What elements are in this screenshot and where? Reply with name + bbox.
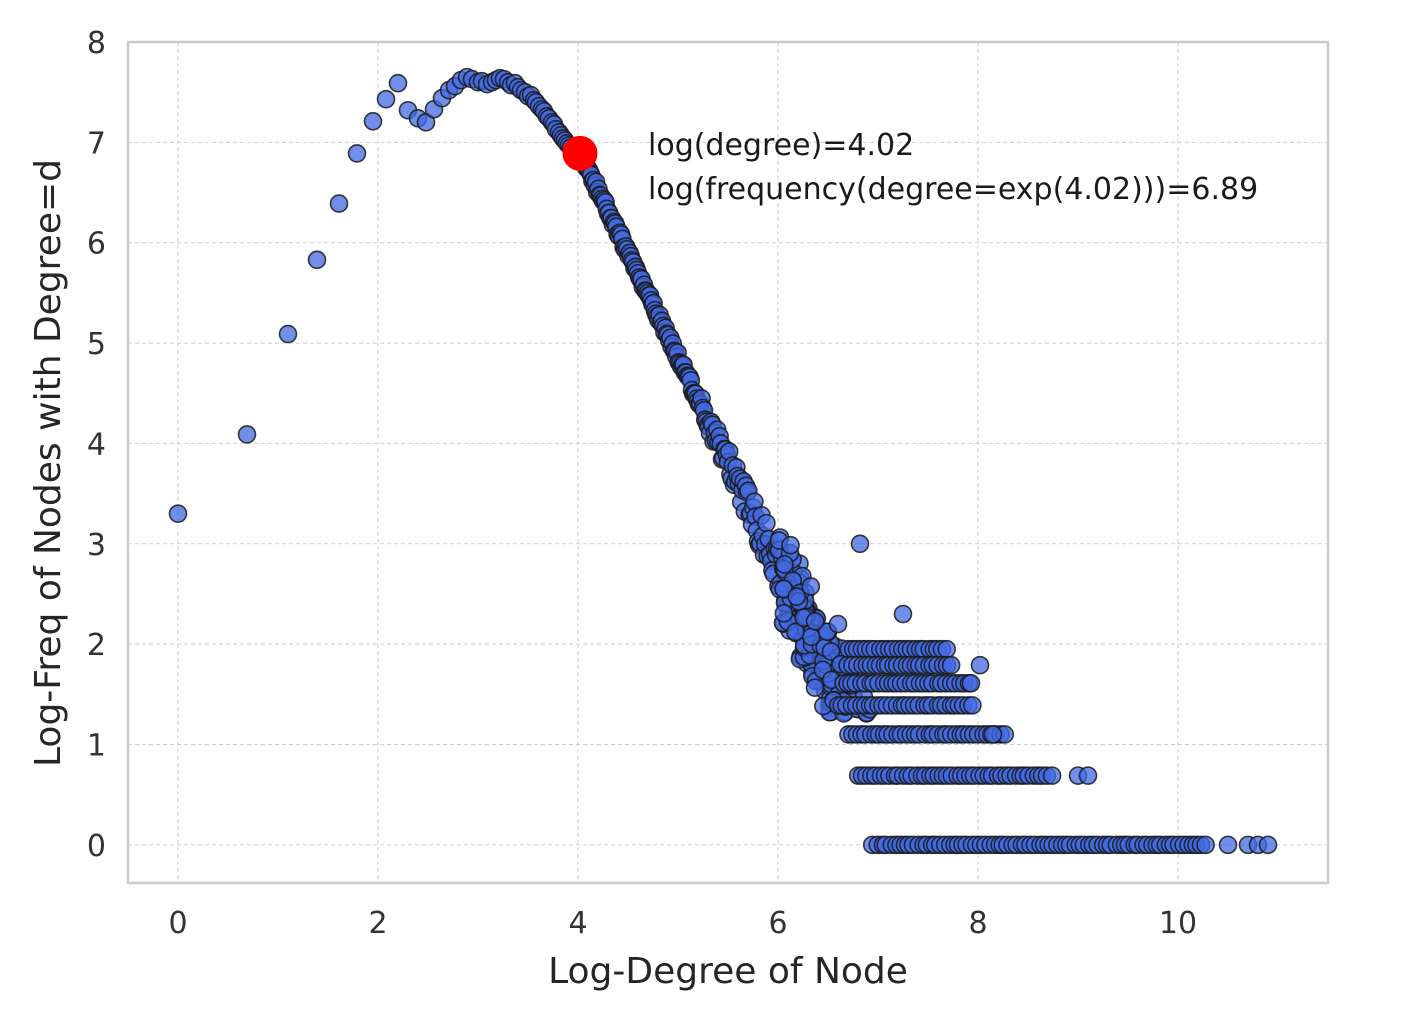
data-point xyxy=(1218,835,1238,855)
data-point xyxy=(937,639,957,659)
y-tick-labels: 0 1 2 3 4 5 6 7 8 xyxy=(87,26,106,864)
data-point xyxy=(1196,835,1215,855)
data-point xyxy=(1078,766,1098,785)
annotation-line: log(frequency(degree=exp(4.02)))=6.89 xyxy=(648,172,1258,207)
data-point xyxy=(307,250,327,270)
x-tick-label: 2 xyxy=(368,906,387,941)
data-point xyxy=(347,144,367,163)
x-tick-label: 10 xyxy=(1159,906,1197,941)
data-point xyxy=(893,604,913,624)
x-axis-label: Log-Degree of Node xyxy=(548,951,908,992)
y-tick-label: 4 xyxy=(87,427,106,462)
y-tick-label: 3 xyxy=(87,528,106,563)
data-point xyxy=(805,678,825,697)
y-tick-label: 2 xyxy=(87,628,106,663)
data-point xyxy=(983,725,1003,744)
data-point xyxy=(781,535,800,555)
annotation: log(degree)=4.02 log(frequency(degree=exp… xyxy=(648,128,1258,207)
data-point xyxy=(970,655,990,675)
y-tick-label: 7 xyxy=(87,126,106,161)
data-point xyxy=(1042,766,1062,785)
data-point xyxy=(786,622,805,642)
data-point xyxy=(1258,835,1278,855)
x-tick-label: 6 xyxy=(768,906,787,941)
y-axis-label: Log-Freq of Nodes with Degree=d xyxy=(28,159,69,767)
data-point xyxy=(850,534,870,554)
data-point xyxy=(787,587,806,606)
data-point xyxy=(961,673,981,693)
data-point xyxy=(805,611,825,631)
data-point xyxy=(801,577,821,596)
data-point xyxy=(237,425,257,444)
y-tick-label: 5 xyxy=(87,327,106,362)
x-tick-label: 8 xyxy=(968,906,987,941)
plot-frame xyxy=(126,40,1330,885)
x-tick-label: 4 xyxy=(568,906,587,941)
y-tick-label: 8 xyxy=(87,26,106,61)
data-point xyxy=(329,194,349,213)
highlight-point xyxy=(562,135,598,171)
data-point xyxy=(168,504,188,523)
highlight-layer xyxy=(562,135,598,171)
data-point xyxy=(775,555,794,574)
annotation-line: log(degree)=4.02 xyxy=(648,128,914,163)
data-point xyxy=(828,614,848,634)
data-point xyxy=(821,642,841,661)
data-point xyxy=(941,655,961,675)
x-tick-label: 0 xyxy=(168,906,187,941)
data-point xyxy=(757,513,776,533)
data-point xyxy=(388,73,408,93)
y-tick-label: 1 xyxy=(87,729,106,764)
y-tick-label: 6 xyxy=(87,227,106,262)
data-point xyxy=(963,696,982,715)
data-point xyxy=(774,604,794,623)
data-point xyxy=(801,627,821,647)
data-point xyxy=(376,89,396,109)
data-point xyxy=(363,111,383,131)
x-tick-labels: 0 2 4 6 8 10 xyxy=(168,906,1197,941)
data-point xyxy=(278,324,298,344)
y-tick-label: 0 xyxy=(87,829,106,864)
